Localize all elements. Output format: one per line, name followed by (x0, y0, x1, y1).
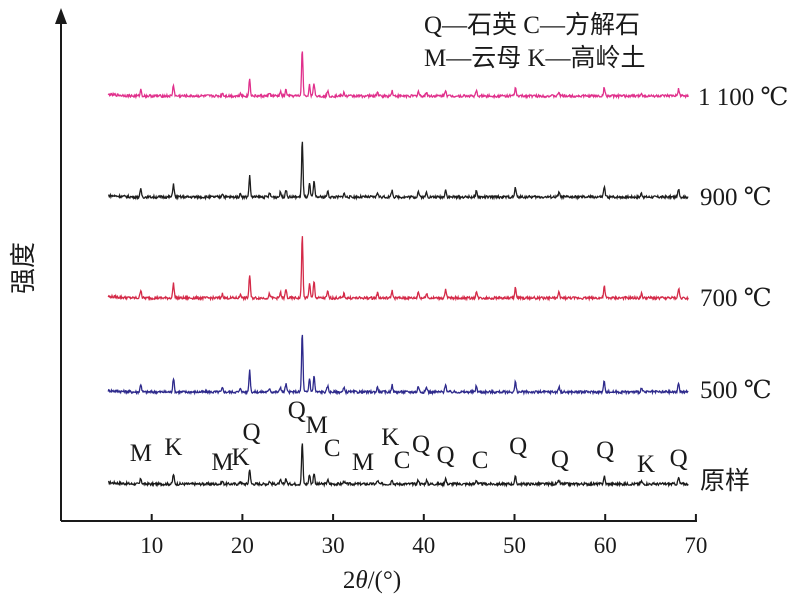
peak-label: C (324, 435, 341, 462)
series-group (107, 51, 689, 488)
x-axis-title-theta: θ (355, 567, 367, 594)
peak-label: K (232, 444, 250, 471)
peak-label: Q (242, 419, 260, 446)
x-tick-label: 40 (412, 533, 435, 558)
x-tick-label: 10 (140, 533, 163, 558)
peak-label: Q (596, 437, 614, 464)
series-label: 700 ℃ (700, 285, 772, 312)
series-line (107, 51, 689, 100)
peak-label: Q (670, 445, 688, 472)
x-tick-label: 50 (503, 533, 526, 558)
series-line (107, 334, 689, 396)
legend-line-2: M—云母 K—高岭土 (424, 44, 646, 72)
series-label: 500 ℃ (700, 377, 772, 404)
x-tick-label: 20 (231, 533, 254, 558)
x-tick-label: 70 (684, 533, 707, 558)
peak-label: M (130, 440, 152, 467)
peak-label: Q (437, 442, 455, 469)
series-label: 1 100 ℃ (698, 84, 788, 111)
series-line (108, 443, 689, 488)
axes (55, 8, 697, 522)
peak-label: Q (551, 446, 569, 473)
x-ticks: 10 20 30 40 50 60 70 (140, 514, 707, 558)
x-tick-label: 60 (594, 533, 617, 558)
x-axis-title: 2θ/(°) (343, 567, 401, 594)
peak-label: K (381, 424, 399, 451)
peak-label: M (211, 449, 233, 476)
peak-label: Q (412, 431, 430, 458)
peak-label: C (472, 447, 489, 474)
series-label: 900 ℃ (700, 184, 772, 211)
series-labels: 原样 500 ℃ 700 ℃ 900 ℃ 1 100 ℃ (698, 84, 788, 495)
peak-label: M (306, 412, 328, 439)
x-axis-title-prefix: 2 (343, 567, 356, 594)
legend-line-1: Q—石英 C—方解石 (424, 11, 640, 39)
peak-label: K (637, 451, 655, 478)
x-tick-label: 30 (322, 533, 345, 558)
peak-label: Q (288, 397, 306, 424)
series-label: 原样 (700, 467, 750, 495)
peak-label: K (164, 434, 182, 461)
peak-label: C (394, 447, 411, 474)
series-line (107, 236, 689, 302)
x-axis-title-suffix: /(°) (368, 567, 402, 594)
y-axis-title: 强度 (9, 242, 39, 294)
peak-label: Q (509, 433, 527, 460)
peak-label: M (352, 449, 374, 476)
series-line (108, 141, 689, 201)
y-axis-arrow (55, 8, 67, 24)
